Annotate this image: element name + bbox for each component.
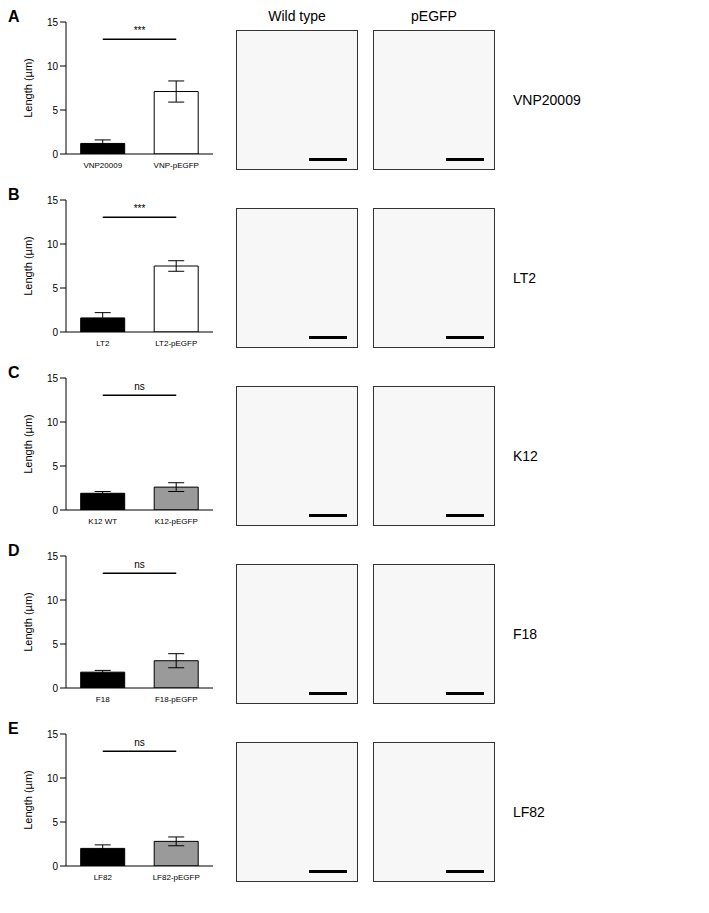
svg-text:Length (µm): Length (µm) [22,770,34,830]
svg-text:Length (µm): Length (µm) [22,236,34,296]
svg-text:Length (µm): Length (µm) [22,58,34,118]
html-text:LT2: LT2 [513,270,537,286]
svg-text:F18: F18 [96,695,110,704]
svg-text:15: 15 [47,17,59,28]
svg-text:10: 10 [47,417,59,428]
html-text:Wild type: Wild type [268,8,326,24]
svg-text:0: 0 [52,861,58,872]
svg-text:VNP20009: VNP20009 [83,161,122,170]
html-text:B: B [8,186,20,203]
svg-text:10: 10 [47,239,59,250]
html-text:C: C [8,364,20,381]
html-text:F18: F18 [513,626,538,642]
svg-text:5: 5 [52,461,58,472]
svg-text:10: 10 [47,773,59,784]
svg-text:LT2-pEGFP: LT2-pEGFP [155,339,197,348]
svg-text:ns: ns [134,737,145,748]
html-text:D: D [8,542,20,559]
svg-text:0: 0 [52,683,58,694]
svg-text:15: 15 [47,729,59,740]
svg-text:0: 0 [52,327,58,338]
svg-text:LF82: LF82 [94,873,113,882]
svg-text:10: 10 [47,61,59,72]
html-text:pEGFP: pEGFP [411,8,457,24]
svg-text:15: 15 [47,373,59,384]
svg-text:***: *** [134,25,146,36]
svg-text:15: 15 [47,195,59,206]
svg-text:LT2: LT2 [96,339,110,348]
html-text:K12: K12 [513,448,538,464]
svg-text:10: 10 [47,595,59,606]
html-text:E: E [8,720,19,737]
svg-text:0: 0 [52,505,58,516]
html-text:VNP20009: VNP20009 [513,92,581,108]
svg-text:Length (µm): Length (µm) [22,592,34,652]
svg-text:5: 5 [52,283,58,294]
svg-text:***: *** [134,203,146,214]
html-text:LF82: LF82 [513,804,545,820]
svg-text:F18-pEGFP: F18-pEGFP [155,695,198,704]
svg-text:15: 15 [47,551,59,562]
svg-text:5: 5 [52,639,58,650]
svg-text:K12-pEGFP: K12-pEGFP [155,517,198,526]
svg-text:ns: ns [134,381,145,392]
svg-text:5: 5 [52,817,58,828]
svg-text:ns: ns [134,559,145,570]
svg-text:LF82-pEGFP: LF82-pEGFP [153,873,200,882]
svg-text:VNP-pEGFP: VNP-pEGFP [154,161,199,170]
svg-text:K12 WT: K12 WT [88,517,117,526]
html-text:A: A [8,8,20,25]
svg-text:5: 5 [52,105,58,116]
svg-text:Length (µm): Length (µm) [22,414,34,474]
svg-text:0: 0 [52,149,58,160]
